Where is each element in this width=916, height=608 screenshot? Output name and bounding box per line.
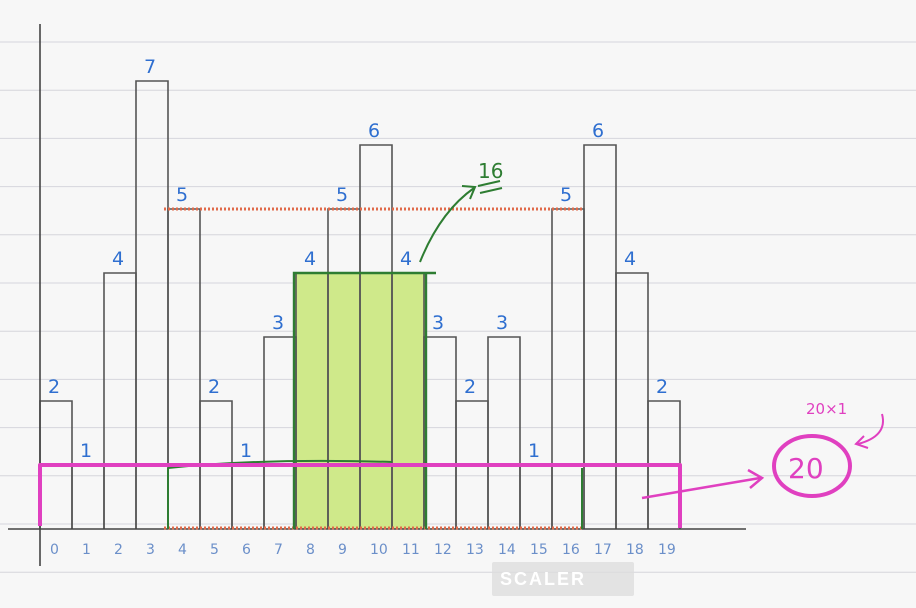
bar	[487, 336, 521, 529]
x-tick-label: 19	[658, 542, 676, 558]
bar-value-label: 3	[432, 312, 444, 334]
dotted-guides	[164, 207, 584, 530]
x-tick-label: 0	[50, 542, 59, 558]
x-tick-label: 16	[562, 542, 580, 558]
x-tick-label: 14	[498, 542, 516, 558]
area-16-arrow	[419, 187, 475, 263]
bar-value-label: 6	[592, 120, 604, 142]
bar-value-label: 2	[656, 376, 668, 398]
answer-value: 20	[788, 452, 824, 485]
x-tick-label: 6	[242, 542, 251, 558]
bar-value-label: 6	[368, 120, 380, 142]
x-tick-label: 9	[338, 542, 347, 558]
bar-value-label: 4	[624, 248, 636, 270]
bar	[135, 80, 169, 529]
bar-value-label: 3	[272, 312, 284, 334]
x-tick-label: 1	[82, 542, 91, 558]
watermark-background	[492, 562, 634, 596]
area-16-label: 16	[478, 159, 503, 183]
x-tick-label: 3	[146, 542, 155, 558]
min-height-rectangle	[38, 463, 682, 528]
bar-value-label: 4	[304, 248, 316, 270]
x-tick-label: 15	[530, 542, 548, 558]
bar	[167, 208, 201, 529]
area-16-underline-1	[477, 180, 501, 187]
x-tick-label: 13	[466, 542, 484, 558]
bar-value-label: 4	[400, 248, 412, 270]
min-height-outline	[38, 463, 682, 528]
bar-value-label: 1	[240, 440, 252, 462]
bar-value-label: 5	[560, 184, 572, 206]
bar-value-label: 7	[144, 56, 156, 78]
bar	[583, 144, 617, 529]
x-tick-label: 11	[402, 542, 420, 558]
answer-circle	[772, 434, 852, 498]
bar-value-label: 5	[176, 184, 188, 206]
x-tick-label: 8	[306, 542, 315, 558]
x-tick-label: 7	[274, 542, 283, 558]
x-tick-label: 10	[370, 542, 388, 558]
x-tick-label: 4	[178, 542, 187, 558]
bar-value-labels: 2 1 4 7 5 2 1 3 4 5 6 4 3 2 3 1 5 6 4 2	[48, 56, 668, 462]
x-tick-label: 12	[434, 542, 452, 558]
grid-lines	[0, 41, 916, 573]
x-tick-labels: 0 1 2 3 4 5 6 7 8 9 10 11 12 13 14 15 16 17 18 19	[50, 542, 676, 558]
x-tick-label: 2	[114, 542, 123, 558]
area-16-underline-2	[479, 187, 503, 194]
bar-value-label: 3	[496, 312, 508, 334]
bar-value-label: 1	[528, 440, 540, 462]
bar-value-label: 2	[208, 376, 220, 398]
x-tick-label: 17	[594, 542, 612, 558]
bar	[263, 336, 297, 529]
area-16-arrowhead	[461, 185, 477, 200]
answer-arrowhead	[747, 468, 765, 489]
x-tick-label: 18	[626, 542, 644, 558]
bar-value-label: 4	[112, 248, 124, 270]
bar	[551, 208, 585, 529]
bar	[71, 464, 105, 529]
bar-value-label: 2	[48, 376, 60, 398]
bar	[615, 272, 649, 529]
bar	[103, 272, 137, 529]
area-16-outline-path	[292, 271, 436, 529]
bar	[231, 464, 265, 529]
watermark-logo: SCALER	[500, 569, 587, 589]
bar	[519, 464, 553, 529]
bar-value-label: 1	[80, 440, 92, 462]
answer-arrow	[641, 476, 761, 500]
x-tick-label: 5	[210, 542, 219, 558]
bar-value-label: 5	[336, 184, 348, 206]
bar-value-label: 2	[464, 376, 476, 398]
answer-note-arrowhead	[854, 435, 869, 449]
answer-note-arrow	[857, 413, 884, 445]
answer-note: 20×1	[806, 400, 847, 418]
bar	[423, 336, 457, 529]
